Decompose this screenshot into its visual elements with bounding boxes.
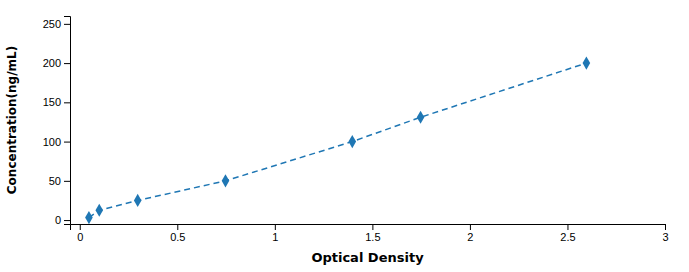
tick-mark [177, 224, 178, 230]
tick: 2.5 [560, 224, 575, 243]
chart: 0 0.5 1 1.5 2 2.5 3 0 50 100 150 200 250 Optical Dens… [0, 0, 689, 272]
tick-mark [64, 142, 70, 143]
x-axis: 0 0.5 1 1.5 2 2.5 3 [71, 224, 669, 243]
tick-label: 3 [662, 231, 668, 243]
point [222, 174, 230, 187]
axis-line [71, 225, 666, 231]
tick: 0 [77, 224, 83, 243]
point [95, 204, 103, 217]
tick-label: 200 [43, 57, 61, 69]
tick: 0 [55, 214, 70, 226]
tick-mark [64, 24, 70, 25]
tick-label: 1 [272, 231, 278, 243]
tick-label: 0.5 [170, 231, 185, 243]
x-axis-title: Optical Density [311, 250, 424, 265]
y-axis-title: Concentration(ng/mL) [5, 46, 19, 194]
tick-label: 0 [55, 214, 61, 226]
tick-mark [64, 220, 70, 221]
tick: 0.5 [170, 224, 185, 243]
tick: 150 [43, 96, 70, 108]
point [348, 135, 356, 148]
tick: 3 [662, 224, 668, 243]
tick-mark [470, 224, 471, 230]
tick-mark [64, 181, 70, 182]
tick-label: 100 [43, 136, 61, 148]
point [85, 211, 93, 224]
point [417, 111, 425, 124]
tick-mark [64, 102, 70, 103]
tick-label: 50 [49, 175, 61, 187]
tick: 250 [43, 18, 70, 30]
plot: 0 0.5 1 1.5 2 2.5 3 0 50 100 150 200 250 [43, 17, 669, 243]
line [89, 63, 586, 218]
tick-mark [64, 63, 70, 64]
tick-label: 150 [43, 96, 61, 108]
tick-mark [567, 224, 568, 230]
tick: 1.5 [365, 224, 380, 243]
tick-label: 2 [467, 231, 473, 243]
point [134, 194, 142, 207]
tick-mark [665, 224, 666, 230]
tick-mark [372, 224, 373, 230]
tick: 1 [272, 224, 278, 243]
point [583, 57, 591, 70]
tick: 200 [43, 57, 70, 69]
y-axis: 0 50 100 150 200 250 [43, 17, 71, 227]
tick: 100 [43, 136, 70, 148]
tick-label: 0 [77, 231, 83, 243]
tick-mark [275, 224, 276, 230]
tick: 50 [49, 175, 70, 187]
tick-label: 250 [43, 18, 61, 30]
tick-label: 2.5 [560, 231, 575, 243]
marks [85, 57, 590, 224]
tick: 2 [467, 224, 473, 243]
axis-line [64, 17, 71, 225]
tick-label: 1.5 [365, 231, 380, 243]
tick-mark [80, 224, 81, 230]
